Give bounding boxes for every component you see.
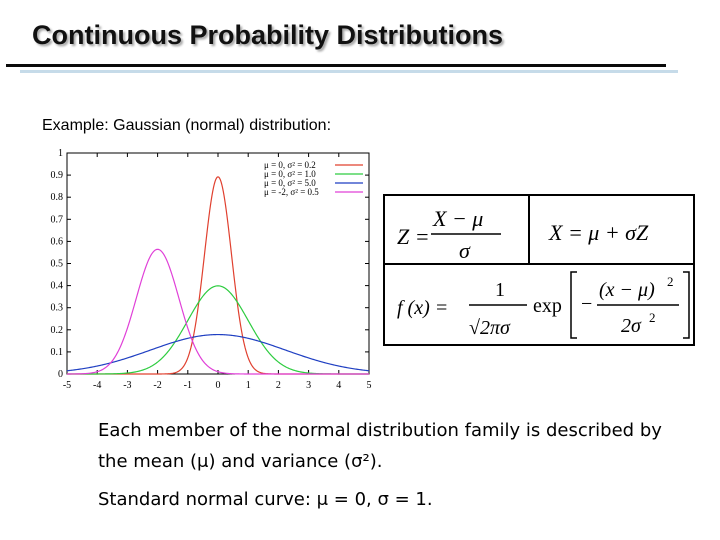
formula-divider-horizontal: [385, 263, 693, 265]
y-tick-label: 0.8: [51, 192, 64, 203]
pdf-inner-denominator-exponent: 2: [649, 310, 656, 325]
body-line-3: Standard normal curve: μ = 0, σ = 1.: [98, 489, 433, 510]
legend-label-3: μ = 0, σ² = 5.0: [264, 178, 316, 188]
y-tick-label: 0.2: [51, 325, 64, 336]
formula-divider-vertical: [528, 196, 530, 263]
y-tick-label: 0.6: [51, 236, 64, 247]
x-tick-label: -1: [184, 380, 192, 391]
z-formula-numerator: X − μ: [432, 206, 483, 231]
curve-series-3: [66, 333, 370, 372]
left-bracket: [570, 271, 577, 339]
pdf-formula-exp: exp: [533, 295, 562, 317]
legend: μ = 0, σ² = 0.2μ = 0, σ² = 1.0μ = 0, σ² …: [264, 160, 363, 197]
legend-label-4: μ = -2, σ² = 0.5: [264, 187, 319, 197]
pdf-formula-numerator: 1: [495, 279, 505, 301]
x-tick-label: 4: [336, 380, 341, 391]
x-tick-label: 5: [367, 380, 372, 391]
title-underline-shadow: [20, 70, 678, 73]
y-tick-label: 0.5: [51, 259, 64, 270]
right-bracket: [683, 271, 690, 339]
plot-frame: [66, 152, 370, 375]
x-tick-label: 3: [306, 380, 311, 391]
x-tick-label: -5: [63, 380, 71, 391]
formula-panel: Z = X − μ σ X = μ + σZ f (x) = 1 √2πσ ex…: [383, 194, 695, 346]
pdf-formula-lhs: f (x) =: [397, 297, 448, 319]
gaussian-chart: -5 -4 -3 -2 -1 0 1 2 3 4 5 0 0.1 0.2 0.3 0.4 0.5 0.6 0.7 0.…: [51, 148, 372, 391]
title-underline: [6, 64, 666, 67]
pdf-inner-minus: −: [581, 293, 592, 315]
formula-svg: Z = X − μ σ X = μ + σZ f (x) = 1 √2πσ ex…: [397, 206, 690, 339]
y-tick-label: 0.1: [51, 347, 64, 358]
pdf-inner-denominator: 2σ: [621, 315, 642, 337]
body-line-1: Each member of the normal distribution f…: [98, 420, 662, 441]
axis-ticks: -5 -4 -3 -2 -1 0 1 2 3 4 5 0 0.1 0.2 0.3 0.4 0.5 0.6 0.7 0.…: [51, 148, 372, 391]
curve-series-4: [67, 248, 369, 375]
x-formula: X = μ + σZ: [548, 220, 649, 245]
pdf-inner-numerator-exponent: 2: [667, 274, 674, 289]
y-tick-label: 0.3: [51, 303, 64, 314]
y-tick-label: 1: [58, 148, 63, 159]
curves: [66, 176, 370, 375]
x-tick-label: -4: [93, 380, 101, 391]
y-tick-label: 0.7: [51, 214, 64, 225]
legend-label-1: μ = 0, σ² = 0.2: [264, 160, 316, 170]
x-tick-label: -2: [153, 380, 161, 391]
x-tick-label: 0: [216, 380, 221, 391]
slide-title: Continuous Probability Distributions: [32, 20, 503, 50]
pdf-formula-denominator: √2πσ: [469, 317, 511, 339]
x-tick-label: -3: [123, 380, 131, 391]
x-tick-label: 1: [246, 380, 251, 391]
example-label: Example: Gaussian (normal) distribution:: [42, 117, 332, 134]
curve-series-1: [67, 176, 369, 375]
y-tick-label: 0: [58, 369, 63, 380]
z-formula-lhs: Z =: [397, 224, 430, 249]
plot-border: [66, 152, 370, 375]
pdf-inner-numerator: (x − μ): [599, 279, 655, 301]
x-tick-label: 2: [276, 380, 281, 391]
legend-label-2: μ = 0, σ² = 1.0: [264, 169, 316, 179]
y-tick-label: 0.4: [51, 281, 64, 292]
body-line-2: the mean (μ) and variance (σ²).: [98, 451, 383, 472]
z-formula-denominator: σ: [459, 238, 471, 263]
y-tick-label: 0.9: [51, 170, 64, 181]
